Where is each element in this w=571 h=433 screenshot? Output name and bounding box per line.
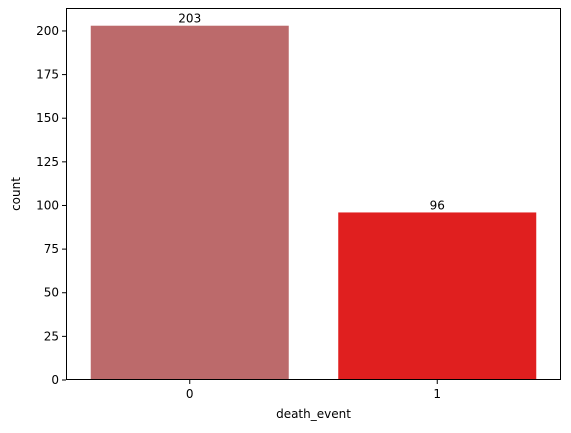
y-tick-label: 175 <box>36 68 59 82</box>
y-axis: 0 25 50 75 100 125 150 175 200 <box>36 24 66 387</box>
bar-1 <box>338 212 536 380</box>
y-tick-label: 50 <box>44 286 59 300</box>
y-axis-label: count <box>9 177 23 211</box>
x-axis-label: death_event <box>276 407 351 421</box>
x-tick-label: 1 <box>433 387 441 401</box>
x-tick-label: 0 <box>186 387 194 401</box>
bars-layer <box>91 26 537 380</box>
y-tick-label: 0 <box>51 373 59 387</box>
y-tick-label: 75 <box>44 242 59 256</box>
bar-0 <box>91 26 289 380</box>
y-tick-label: 100 <box>36 198 59 212</box>
y-tick-label: 150 <box>36 111 59 125</box>
y-tick-label: 200 <box>36 24 59 38</box>
y-tick-label: 25 <box>44 329 59 343</box>
data-label-1: 96 <box>430 198 445 212</box>
data-label-0: 203 <box>178 12 201 26</box>
y-tick-label: 125 <box>36 155 59 169</box>
